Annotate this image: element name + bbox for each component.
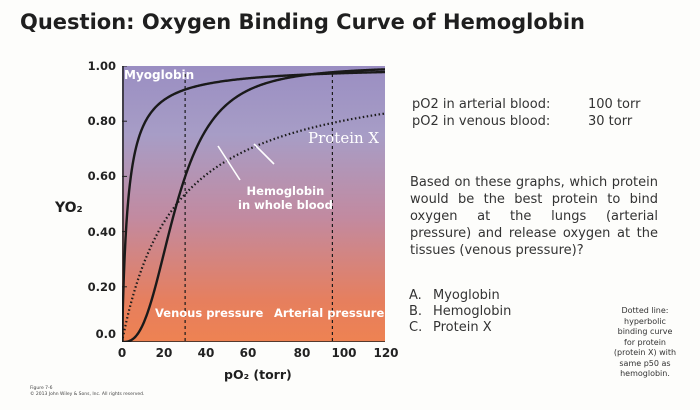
credit-line: Figure 7-6 [30,386,53,391]
answer-text: Hemoglobin [433,304,512,319]
answer-option-a[interactable]: A. Myoglobin [409,288,511,304]
x-tick-label: 80 [293,346,311,360]
hemoglobin-label-line1: Hemoglobin [246,184,325,198]
curve-myoglobin [122,70,385,342]
answer-list: A. Myoglobin B. Hemoglobin C. Protein X [409,288,511,336]
slide-title: Question: Oxygen Binding Curve of Hemogl… [20,10,585,34]
credit-line: © 2013 John Wiley & Sons, Inc. All right… [30,392,145,397]
answer-text: Protein X [433,320,492,335]
plot-area [122,66,385,342]
y-tick-label: 0.80 [87,114,116,128]
y-tick-label: 0.40 [87,225,116,239]
x-tick-label: 60 [239,346,257,360]
protein-x-pointer [253,143,275,165]
question-text: Based on these graphs, which protein wou… [410,175,658,258]
pressure-row-venous: pO2 in venous blood: 30 torr [412,113,648,130]
pressure-label: pO2 in venous blood: [412,114,551,129]
note-line: binding curve [617,327,673,336]
arterial-pressure-label: Arterial pressure [274,306,385,320]
answer-text: Myoglobin [433,288,500,303]
y-tick-label: 0.60 [87,169,116,183]
note-line: Dotted line: [621,306,669,315]
x-tick-label: 120 [373,346,399,360]
note-line: hemoglobin. [620,369,670,378]
note-line: same p50 as [619,358,671,368]
x-tick-label: 0 [117,346,127,360]
protein-x-label: Protein X [308,129,380,147]
hemoglobin-label-line2: in whole blood [238,198,333,212]
figure-credit: Figure 7-6 © 2013 John Wiley & Sons, Inc… [30,386,144,398]
note-line: hyperbolic [624,316,666,326]
x-tick-label: 100 [331,346,357,360]
binding-curve-chart [122,66,385,342]
pressure-value: 100 torr [588,97,641,112]
answer-letter: A. [409,288,422,303]
hemoglobin-label: Hemoglobin in whole blood [238,184,333,212]
note-line: for protein [624,337,666,347]
y-tick-label: 1.00 [87,59,116,73]
axis-line [122,66,385,342]
note-line: (protein X) with [613,348,677,357]
answer-letter: B. [409,304,423,319]
pressure-row-arterial: pO2 in arterial blood: 100 torr [412,96,648,113]
pressure-label: pO2 in arterial blood: [412,97,551,112]
answer-letter: C. [409,320,423,335]
answer-option-c[interactable]: C. Protein X [409,320,511,336]
hemoglobin-pointer [217,145,241,181]
pressure-value: 30 torr [588,114,633,129]
x-tick-label: 20 [155,346,173,360]
venous-pressure-label: Venous pressure [155,306,264,320]
curve-hemoglobin-in-whole-blood [122,68,385,342]
x-axis-label: pO₂ (torr) [224,367,292,382]
myoglobin-label: Myoglobin [124,68,195,82]
y-tick-label: 0.20 [87,280,116,294]
y-axis-label: YO₂ [55,200,83,216]
y-tick-label: 0.0 [95,327,116,341]
pressure-info: pO2 in arterial blood: 100 torr pO2 in v… [412,96,648,130]
dotted-line-note: Dotted line: hyperbolic binding curve fo… [605,306,685,380]
x-tick-label: 40 [197,346,215,360]
answer-option-b[interactable]: B. Hemoglobin [409,304,511,320]
